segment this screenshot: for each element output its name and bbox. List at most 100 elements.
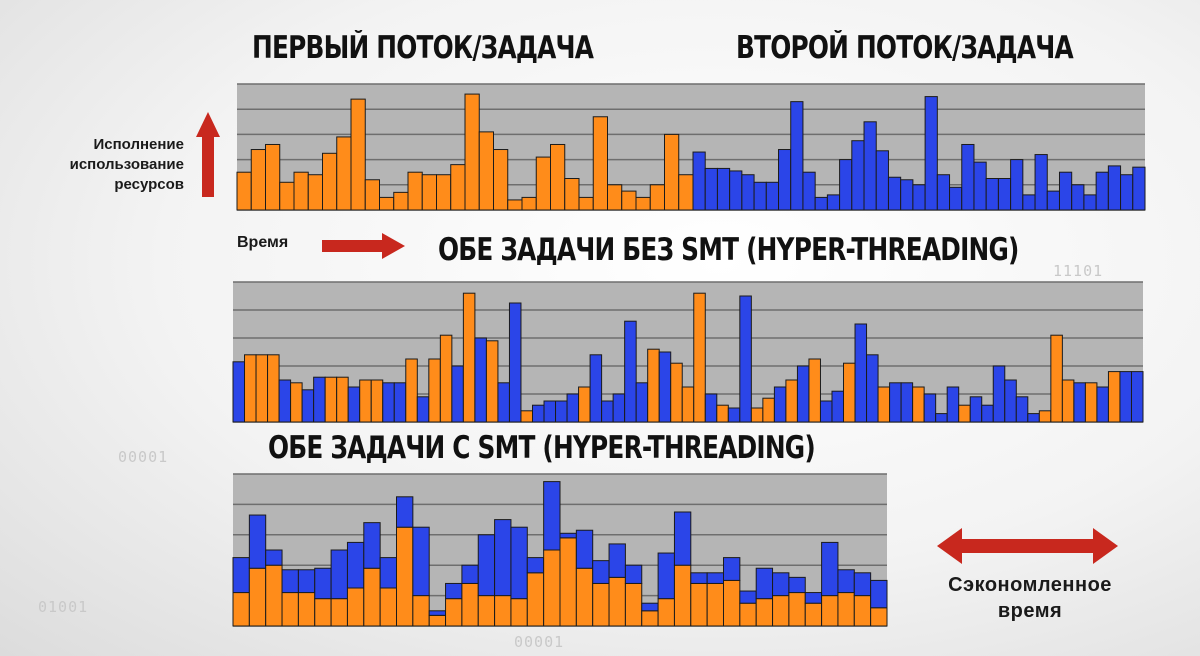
- task1-bar: [706, 582, 725, 627]
- task1-bar: [912, 386, 925, 423]
- task1-bar: [1061, 379, 1075, 423]
- task1-bar: [647, 348, 660, 423]
- task1-bar: [265, 143, 281, 211]
- task2-bar: [393, 382, 407, 423]
- chart-separate-tasks: [236, 83, 1146, 211]
- task2-bar: [232, 361, 246, 423]
- task2-bar: [543, 400, 557, 423]
- task1-bar: [412, 595, 430, 627]
- task1-bar: [808, 358, 821, 423]
- task2-bar: [612, 393, 626, 423]
- task1-bar: [843, 362, 856, 423]
- task1-bar: [232, 592, 250, 627]
- task1-bar: [281, 592, 299, 627]
- task2-bar: [912, 184, 926, 211]
- task2-bar: [589, 354, 603, 423]
- task1-bar: [772, 595, 790, 627]
- task2-bar: [853, 572, 872, 597]
- title-no-smt: ОБЕ ЗАДАЧИ БЕЗ SMT (HYPER-THREADING): [438, 232, 1019, 268]
- task1-bar: [462, 292, 476, 423]
- task1-bar: [248, 567, 267, 627]
- background-code-3: 01001: [38, 598, 89, 616]
- saved-time-double-arrow-icon: [937, 528, 1118, 564]
- task1-bar: [526, 572, 545, 627]
- task2-bar: [566, 393, 580, 423]
- task2-bar: [1058, 171, 1073, 211]
- task1-bar: [370, 379, 384, 423]
- task1-bar: [330, 598, 348, 627]
- task2-bar: [1083, 194, 1097, 211]
- task2-bar: [416, 396, 430, 423]
- task2-bar: [729, 170, 743, 211]
- task1-bar: [244, 354, 257, 423]
- task1-bar: [716, 404, 729, 423]
- task2-bar: [788, 576, 806, 594]
- task2-bar: [949, 186, 963, 211]
- task1-bar: [649, 184, 665, 211]
- task2-bar: [474, 337, 487, 423]
- task2-bar: [1071, 184, 1085, 211]
- background-code-2: 00001: [118, 448, 169, 466]
- task2-bar: [248, 514, 267, 569]
- task2-bar: [363, 522, 381, 569]
- task1-bar: [1084, 382, 1098, 423]
- task2-bar: [981, 404, 994, 423]
- task1-bar: [608, 576, 626, 627]
- task2-bar: [887, 176, 902, 211]
- task2-bar: [802, 171, 816, 211]
- saved-time-label: Сэкономленное время: [920, 572, 1140, 624]
- task2-bar: [510, 526, 528, 600]
- task2-bar: [1096, 386, 1109, 423]
- task2-bar: [969, 396, 983, 423]
- saved-time-label-line-2: время: [997, 600, 1063, 622]
- task1-bar: [762, 397, 775, 423]
- task2-bar: [1046, 190, 1060, 211]
- task2-bar: [851, 140, 865, 211]
- task2-bar: [265, 549, 283, 566]
- task2-bar: [508, 302, 522, 423]
- task1-bar: [607, 184, 623, 211]
- time-label: Время: [237, 234, 289, 251]
- task2-bar: [704, 167, 718, 211]
- task2-bar: [796, 365, 810, 423]
- task1-bar: [450, 164, 466, 211]
- time-arrow-icon: [322, 233, 405, 259]
- task1-bar: [520, 410, 533, 423]
- task2-bar: [900, 382, 914, 423]
- task2-bar: [1034, 154, 1048, 211]
- task2-bar: [301, 389, 315, 423]
- task1-bar: [255, 354, 269, 423]
- task1-bar: [379, 587, 397, 627]
- task1-bar: [739, 602, 757, 627]
- task2-bar: [973, 161, 987, 211]
- task1-bar: [236, 171, 252, 211]
- task1-bar: [494, 595, 512, 627]
- task1-bar: [673, 564, 692, 627]
- task1-bar: [870, 607, 888, 627]
- task1-bar: [592, 116, 608, 211]
- task1-bar: [693, 292, 706, 423]
- task2-bar: [1027, 413, 1040, 423]
- task1-bar: [877, 386, 891, 423]
- task2-bar: [863, 121, 877, 211]
- task1-bar: [439, 334, 453, 423]
- task1-bar: [837, 592, 855, 627]
- background-code-4: 00001: [514, 633, 565, 651]
- task1-bar: [464, 93, 480, 211]
- task1-bar: [750, 407, 764, 423]
- task2-bar: [531, 404, 545, 423]
- task2-bar: [543, 481, 561, 551]
- y-axis-label-line-1: Исполнение: [93, 136, 184, 153]
- task1-bar: [267, 354, 280, 423]
- task1-bar: [428, 358, 441, 423]
- task2-bar: [923, 393, 937, 423]
- task1-bar: [621, 190, 637, 211]
- task2-bar: [819, 400, 833, 423]
- task2-bar: [739, 295, 752, 423]
- task2-bar: [1004, 379, 1017, 423]
- chart-with-smt: [232, 473, 888, 627]
- task2-bar: [494, 519, 512, 597]
- task2-bar: [1130, 371, 1144, 423]
- task1-bar: [1038, 410, 1052, 423]
- task2-bar: [831, 390, 845, 423]
